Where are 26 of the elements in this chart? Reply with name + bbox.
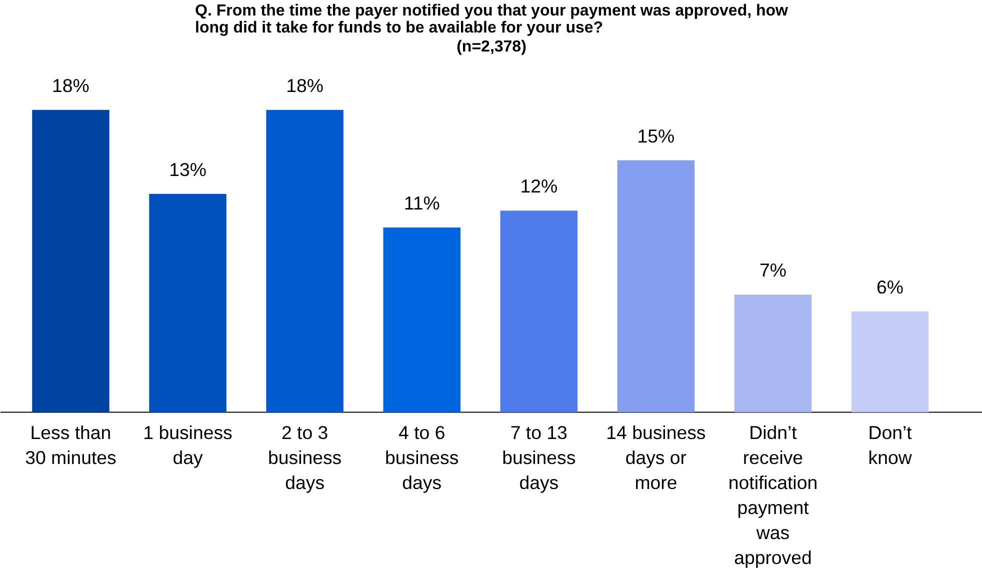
data-label: 13% — [169, 158, 206, 180]
category-label: 1 business day — [143, 422, 232, 468]
bar — [32, 110, 110, 412]
category-label: 4 to 6 business days — [385, 422, 459, 494]
data-label: 18% — [286, 74, 324, 96]
bar — [266, 110, 344, 412]
category-label: Less than 30 minutes — [25, 422, 116, 468]
bar — [734, 294, 812, 412]
category-label: 14 business days or more — [606, 422, 706, 494]
category-label: 7 to 13 business days — [502, 422, 576, 494]
data-label: 18% — [52, 74, 90, 96]
data-label: 12% — [520, 176, 558, 197]
data-label: 6% — [876, 276, 904, 298]
bar — [149, 194, 226, 412]
category-label: Don’t know — [868, 422, 912, 468]
chart-subtitle: (n=2,378) — [456, 38, 526, 56]
bar — [383, 227, 460, 412]
bar — [851, 311, 929, 412]
bar — [500, 210, 578, 412]
data-label: 11% — [404, 192, 440, 214]
category-label: 2 to 3 business days — [268, 422, 342, 494]
bar — [617, 160, 695, 412]
category-label: Didn’t receive notification payment was approved — [728, 422, 818, 568]
data-label: 15% — [637, 125, 675, 146]
chart-title: Q. From the time the payer notified you that your payment was approved, how long did it take for funds to be available for your use? — [195, 2, 789, 36]
data-label: 7% — [760, 260, 786, 281]
